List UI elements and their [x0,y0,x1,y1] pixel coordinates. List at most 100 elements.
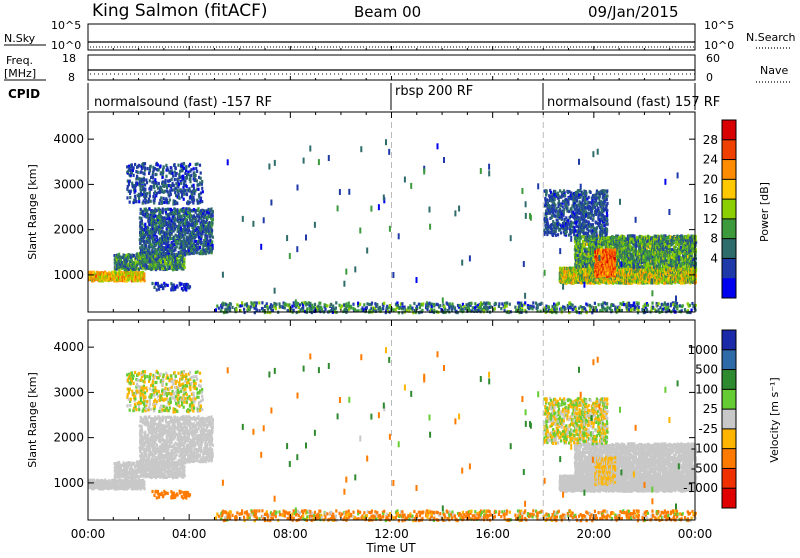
power-cell [690,280,692,283]
power-cell [166,268,168,271]
power-cell [193,192,195,195]
power-cell [176,208,178,211]
power-cell [184,266,186,269]
cpid-segment-1: normalsound (fast) -157 RF [94,95,272,110]
power-cell [138,164,140,167]
power-cell [167,240,169,243]
power-cell [201,187,203,190]
power-cell [137,171,139,174]
power-cell [197,207,199,210]
power-cell [582,240,584,243]
power-cell [182,288,184,291]
power-cell [183,257,185,260]
power-cell [157,187,159,190]
power-cell [140,189,142,192]
power-cell [157,163,159,166]
power-cell [176,172,178,175]
power-cell [200,177,202,180]
noise-panel: N.Sky 10^5 10^0 N.Search 10^5 10^0 [4,19,796,52]
power-cell [200,192,202,195]
power-cell [636,236,638,239]
power-cell [199,246,201,249]
power-cell [174,248,176,251]
power-cell [154,167,156,170]
power-cell [150,165,152,168]
power-cell [144,279,146,282]
power-cell [164,179,166,182]
power-cell [167,190,169,193]
power-cell [579,240,581,243]
power-cell [146,181,148,184]
power-cell [155,173,157,176]
power-cell [133,174,135,177]
power-cell [158,288,160,291]
power-cell [177,285,179,288]
power-cell [183,162,185,165]
power-cell [165,283,167,286]
power-cell [134,189,136,192]
power-cell [129,196,131,199]
power-cell [183,236,185,239]
power-cell [212,210,214,213]
power-cell [179,197,181,200]
power-cell [150,200,152,203]
power-cell [153,286,155,289]
power-cell [197,188,199,191]
power-cell [148,207,150,210]
power-cell [186,177,188,180]
power-cell [189,285,191,288]
power-cell [185,231,187,234]
power-cell [138,200,140,203]
power-cell [156,236,158,239]
noise-right-tick-bottom: 10^0 [704,39,734,52]
power-cell [195,174,197,177]
power-cell [149,194,151,197]
power-cell [126,196,128,199]
noise-search-label: N.Search [746,31,796,44]
power-cell [129,201,131,204]
power-cell [212,218,214,221]
power-cell [147,167,149,170]
power-cell [171,172,173,175]
power-cell [130,190,132,193]
power-cell [131,163,133,166]
date-title: 09/Jan/2015 [588,3,679,21]
power-cell [165,221,167,224]
power-cell [146,255,148,258]
power-cell [182,177,184,180]
power-cell [144,188,146,191]
power-cell [201,235,203,238]
power-cell [664,281,666,284]
power-cell [151,282,153,285]
noise-left-tick-top: 10^5 [51,19,81,32]
power-cell [162,208,164,211]
power-cell [143,272,145,275]
power-cell [144,166,146,169]
power-cell [167,284,169,287]
power-cell [212,244,214,247]
noise-left-tick-bottom: 10^0 [51,39,81,52]
power-cell [158,168,160,171]
power-cell [159,165,161,168]
power-cell [172,175,174,178]
power-cell [160,196,162,199]
power-cell [141,222,143,225]
noise-right-tick-top: 10^5 [704,19,734,32]
power-cell [174,163,176,166]
noise-sky-label: N.Sky [4,32,36,45]
power-cell [190,174,192,177]
frequency-panel: Freq. [MHz] 18 8 Nave 60 0 [4,52,790,84]
power-cell [199,164,201,167]
power-cell [183,198,185,201]
power-cell [135,200,137,203]
power-cell [144,162,146,165]
cpid-segment-3: normalsound (fast) 157 RF [547,95,720,110]
power-cell [211,240,213,243]
power-cell [630,253,632,256]
power-cell [164,259,166,262]
freq-left-tick-bottom: 8 [68,71,75,84]
nave-label: Nave [760,64,788,77]
power-cell [152,176,154,179]
power-cell [191,239,193,242]
